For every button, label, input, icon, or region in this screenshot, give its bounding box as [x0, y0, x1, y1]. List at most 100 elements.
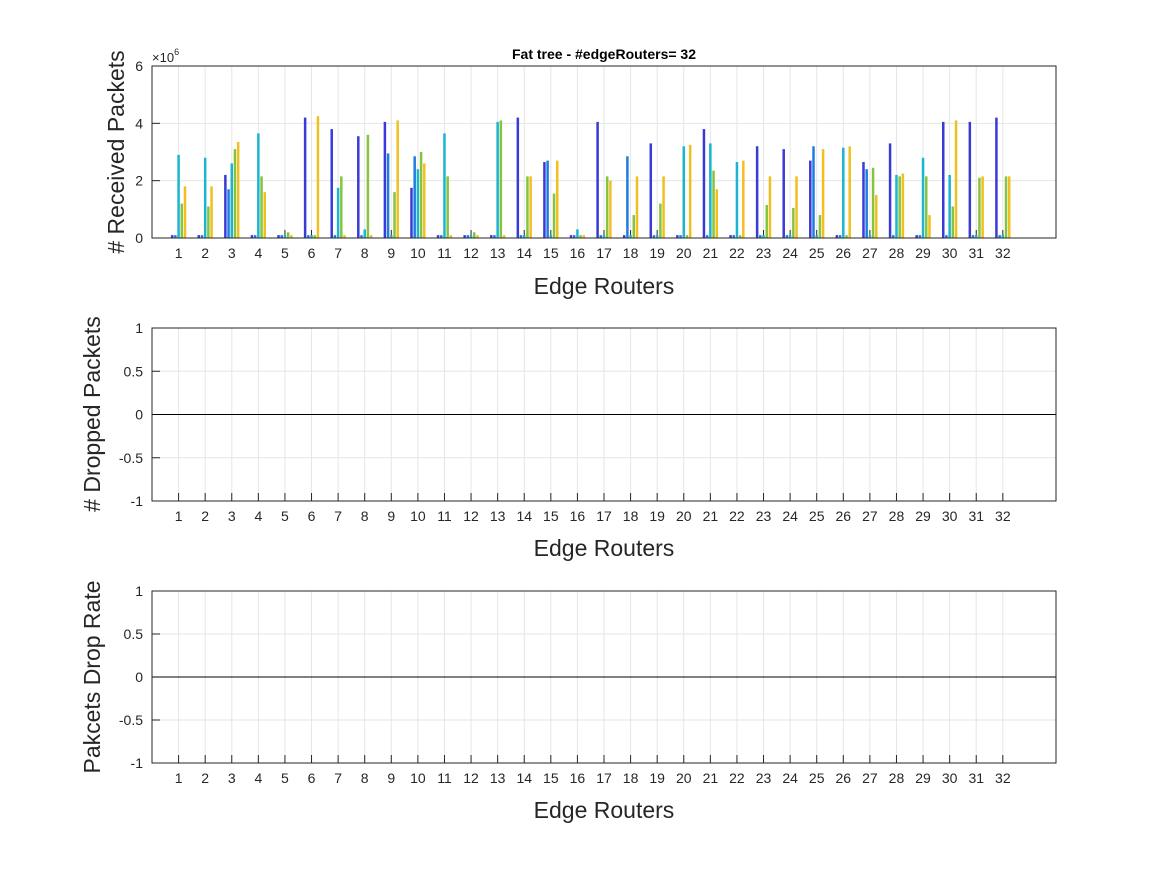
bar: [522, 235, 526, 238]
x-tick-label: 14: [516, 508, 532, 524]
bar: [898, 176, 901, 238]
x-tick-label: 11: [437, 245, 452, 261]
y-tick-labels: -1 -0.5 0 0.5 1: [119, 320, 143, 509]
x-tick-label: 30: [942, 508, 958, 524]
bar: [410, 187, 413, 238]
bar: [476, 235, 479, 238]
bar: [469, 235, 473, 238]
x-tick-label: 21: [703, 770, 719, 786]
x-tick-label: 21: [703, 245, 719, 261]
bar: [788, 235, 792, 238]
bar: [390, 235, 393, 238]
axes-box: [151, 65, 1057, 239]
y-tick-label: 1: [135, 320, 143, 336]
x-tick-label: 16: [570, 245, 586, 261]
bar: [762, 235, 765, 238]
x-tick-label: 11: [437, 508, 452, 524]
bar: [493, 235, 496, 238]
y-tick-label: -1: [131, 493, 144, 509]
bar: [546, 160, 549, 238]
bar: [363, 229, 366, 238]
bar: [177, 154, 180, 238]
x-tick-label: 9: [387, 245, 395, 261]
x-tick-label: 27: [862, 508, 878, 524]
bar: [871, 167, 875, 238]
bar: [340, 176, 343, 238]
x-tick-label: 25: [809, 770, 825, 786]
bar: [519, 235, 523, 238]
x-tick-label: 26: [836, 508, 852, 524]
bar: [333, 235, 337, 238]
bar: [738, 235, 742, 238]
bar: [416, 169, 420, 238]
bar: [815, 235, 818, 238]
y-tick-label: 0: [135, 230, 143, 246]
x-tick-label: 22: [729, 508, 745, 524]
x-tick-label: 21: [703, 508, 719, 524]
x-tick-label: 10: [410, 508, 426, 524]
bar: [676, 235, 679, 238]
bar: [655, 235, 659, 238]
y-tick-label: 0.5: [124, 626, 144, 642]
bar: [809, 160, 812, 238]
x-tick-label: 1: [175, 245, 183, 261]
bar: [795, 176, 798, 238]
y-tick-label: 1: [135, 583, 143, 599]
bar: [516, 117, 520, 238]
x-tick-label: 19: [649, 245, 665, 261]
bar: [230, 163, 234, 238]
bar: [974, 235, 978, 238]
x-tick-label: 28: [889, 508, 905, 524]
x-tick-label: 20: [676, 508, 692, 524]
x-tick-label: 19: [649, 508, 665, 524]
y-tick-label: 2: [135, 173, 143, 189]
x-tick-label: 4: [254, 245, 262, 261]
x-tick-label: 26: [836, 245, 852, 261]
bar: [286, 232, 290, 238]
bar: [732, 235, 735, 238]
bar: [602, 235, 606, 238]
x-tick-label: 24: [782, 245, 798, 261]
x-tick-label: 27: [862, 770, 878, 786]
x-tick-label: 1: [175, 770, 183, 786]
bar: [576, 229, 579, 238]
bar: [951, 206, 955, 238]
bar: [174, 235, 177, 238]
bar: [463, 235, 466, 238]
bar: [443, 133, 446, 238]
bar: [626, 156, 629, 238]
x-tick-label: 13: [490, 508, 506, 524]
x-tick-label: 2: [201, 770, 209, 786]
x-tick-label: 13: [490, 245, 506, 261]
x-tick-label: 9: [387, 508, 395, 524]
x-tick-label: 6: [308, 508, 316, 524]
bar: [915, 235, 918, 238]
axes-box: [151, 327, 1057, 502]
bar: [848, 146, 851, 238]
bar: [596, 121, 599, 238]
bar: [702, 129, 706, 238]
x-tick-label: 32: [995, 245, 1011, 261]
bar: [712, 170, 715, 238]
bar: [236, 141, 240, 238]
x-tick-label: 18: [623, 245, 639, 261]
chart-title: Fat tree - #edgeRouters= 32: [512, 46, 696, 62]
bar: [386, 153, 390, 238]
bar: [948, 174, 951, 238]
x-tick-label: 2: [201, 508, 209, 524]
bar: [892, 235, 895, 238]
bar: [499, 120, 503, 238]
x-tick-label: 10: [410, 770, 426, 786]
bar: [357, 136, 360, 238]
bar: [263, 192, 267, 238]
x-tick-label: 26: [836, 770, 852, 786]
bar: [200, 235, 204, 238]
bar: [569, 235, 573, 238]
bar: [552, 193, 556, 238]
bar: [782, 149, 785, 238]
y-exponent-base: ×10: [152, 50, 174, 65]
x-tick-label: 15: [543, 770, 559, 786]
bar: [313, 235, 316, 238]
x-tick-label: 13: [490, 770, 506, 786]
bar: [579, 235, 582, 238]
